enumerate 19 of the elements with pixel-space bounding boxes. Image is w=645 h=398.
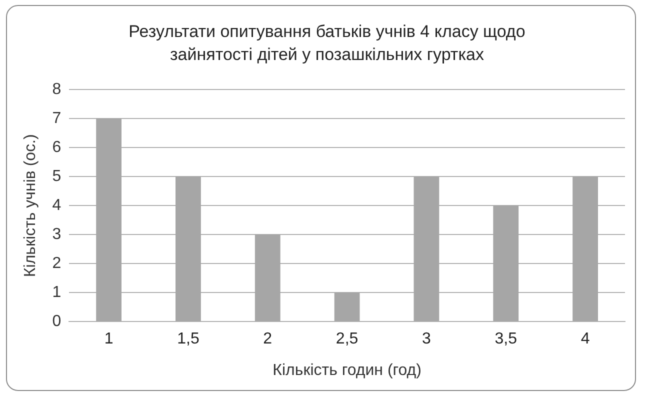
y-tick-label: 3 — [52, 226, 62, 244]
chart-title: Результати опитування батьків учнів 4 класу щодо зайнятості дітей у позашкільних гуртках — [128, 21, 526, 66]
x-axis-title: Кількість годин (год) — [272, 362, 422, 379]
y-tick-label: 0 — [52, 313, 62, 330]
y-tick-label: 7 — [52, 110, 62, 128]
x-tick-label: 3,5 — [494, 330, 518, 348]
x-tick-label: 1 — [104, 330, 114, 348]
x-tick-label: 2,5 — [336, 330, 358, 348]
y-tick-label: 8 — [52, 81, 62, 98]
y-tick-label: 2 — [52, 255, 62, 272]
x-tick-label: 2 — [263, 330, 272, 348]
y-tick-label: 6 — [52, 139, 62, 156]
x-tick-label: 4 — [580, 330, 590, 348]
y-tick-label: 5 — [52, 168, 62, 186]
y-axis-title: Кількість учнів (ос.) — [22, 134, 40, 278]
y-tick-label: 4 — [52, 197, 62, 214]
y-tick-label: 1 — [52, 284, 62, 302]
x-tick-label: 1,5 — [177, 330, 200, 348]
x-tick-label: 3 — [422, 330, 432, 348]
